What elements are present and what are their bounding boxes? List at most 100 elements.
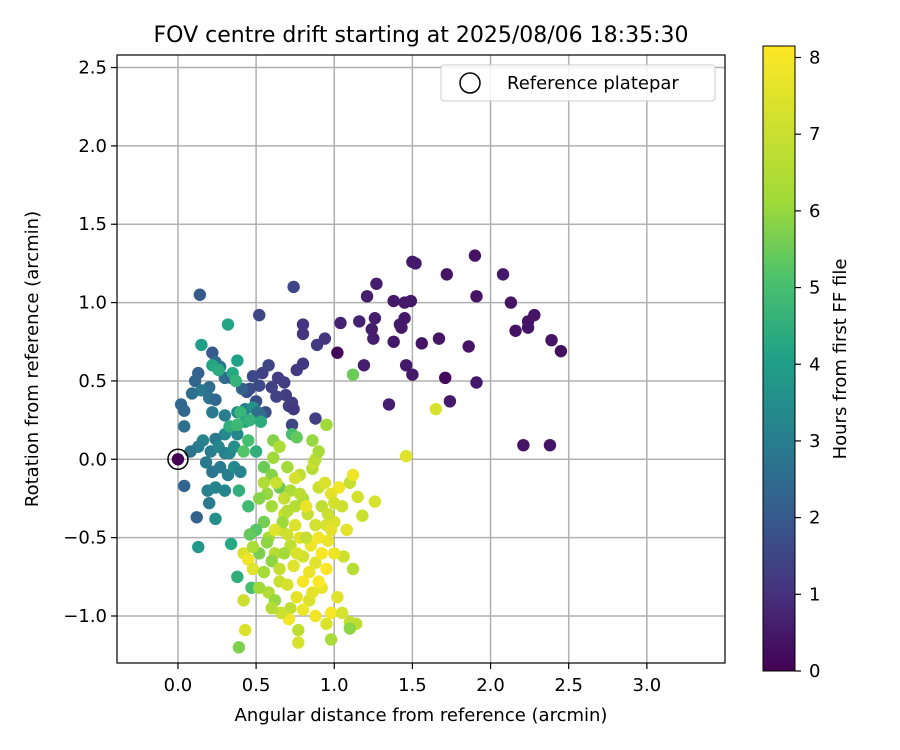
data-point <box>368 312 382 325</box>
y-tick-label: 2.5 <box>78 58 107 79</box>
data-point <box>232 484 246 497</box>
data-point <box>440 268 453 281</box>
data-point <box>265 601 278 615</box>
data-point <box>334 316 347 330</box>
data-point <box>321 507 335 521</box>
data-point <box>399 449 413 463</box>
data-point <box>293 487 307 500</box>
data-point <box>309 412 322 425</box>
data-point <box>367 332 380 345</box>
data-point <box>203 496 216 510</box>
data-point <box>288 471 302 485</box>
data-point <box>237 445 250 458</box>
legend: Reference platepar <box>440 64 716 102</box>
data-point <box>324 633 338 646</box>
data-point <box>398 296 411 309</box>
data-point <box>370 277 383 290</box>
data-point <box>504 296 518 309</box>
data-point <box>470 290 483 303</box>
data-point <box>321 534 335 547</box>
data-point <box>290 547 303 560</box>
data-point <box>324 606 338 620</box>
data-point <box>292 623 305 637</box>
data-point <box>257 515 271 529</box>
data-point <box>290 590 303 604</box>
data-point <box>357 359 371 372</box>
data-point <box>231 418 244 432</box>
data-point <box>276 515 289 529</box>
data-point <box>346 562 360 576</box>
data-point <box>387 294 400 308</box>
data-point <box>257 476 271 489</box>
data-point <box>299 500 313 513</box>
data-point <box>188 374 202 388</box>
colorbar-tick-label: 4 <box>809 354 820 375</box>
data-point <box>312 575 325 588</box>
data-point <box>309 518 322 532</box>
data-point <box>238 623 252 637</box>
data-point <box>406 255 419 269</box>
data-point <box>278 547 291 560</box>
data-point <box>315 547 328 560</box>
data-point <box>213 460 227 474</box>
x-tick-label: 1.0 <box>320 675 349 696</box>
scatter-points <box>171 249 568 654</box>
colorbar-tick-label: 2 <box>809 508 820 529</box>
data-point <box>178 479 191 493</box>
data-point <box>265 500 278 513</box>
data-point <box>231 570 244 584</box>
grid-lines <box>117 55 725 663</box>
data-point <box>309 556 322 569</box>
data-point <box>335 606 349 620</box>
data-point <box>281 504 294 518</box>
data-point <box>281 578 294 591</box>
data-point <box>209 512 222 526</box>
data-point <box>243 528 257 541</box>
x-axis-label: Angular distance from reference (arcmin) <box>235 705 608 726</box>
data-point <box>320 562 333 576</box>
data-point <box>351 490 364 504</box>
colorbar-ticks: 0 1 2 3 4 5 6 7 8 <box>795 48 820 682</box>
data-point <box>296 575 310 588</box>
data-point <box>273 440 286 453</box>
data-point <box>257 565 271 579</box>
data-point <box>343 622 357 635</box>
data-point <box>290 363 303 377</box>
data-point <box>218 409 232 422</box>
data-point <box>209 393 222 406</box>
data-point <box>281 528 294 541</box>
data-point <box>337 550 350 563</box>
colorbar-tick-label: 1 <box>809 584 820 605</box>
chart-title: FOV centre drift starting at 2025/08/06 … <box>154 23 689 48</box>
data-point <box>318 476 332 489</box>
data-point <box>218 484 232 497</box>
data-point <box>296 318 310 331</box>
data-point <box>331 590 344 604</box>
data-point <box>231 428 244 441</box>
data-point <box>242 434 255 447</box>
data-point <box>368 495 382 508</box>
data-point <box>320 617 333 631</box>
legend-entry-reference: Reference platepar <box>507 73 679 94</box>
data-point <box>296 327 310 341</box>
data-point <box>468 249 482 262</box>
data-point <box>429 402 443 416</box>
x-tick-label: 2.0 <box>476 675 505 696</box>
data-point <box>256 366 269 380</box>
data-point <box>253 379 266 392</box>
data-point <box>274 606 288 620</box>
data-point <box>190 511 203 524</box>
data-point <box>462 340 475 353</box>
data-point <box>309 609 322 623</box>
data-point <box>470 376 483 389</box>
data-point <box>195 384 208 397</box>
data-point <box>278 492 291 505</box>
data-point <box>395 321 408 334</box>
data-point <box>284 601 297 615</box>
data-point <box>324 523 338 537</box>
data-point <box>278 376 291 389</box>
data-point <box>246 370 260 383</box>
data-point <box>306 434 319 447</box>
data-point <box>209 481 222 494</box>
